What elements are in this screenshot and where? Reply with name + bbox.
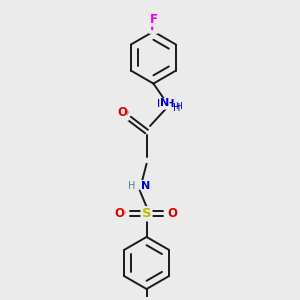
Text: H: H [128,181,136,190]
Text: O: O [116,207,126,220]
Text: O: O [118,107,128,120]
Text: N: N [141,181,150,190]
Text: F: F [149,13,158,26]
Text: O: O [166,207,176,220]
Text: O: O [114,207,124,220]
Text: S: S [142,207,152,220]
Text: O: O [168,207,178,220]
Text: N: N [160,98,169,108]
Text: O: O [117,106,127,119]
Text: H: H [175,102,182,111]
Text: H: H [172,103,180,113]
Text: F: F [149,20,158,33]
Text: NH: NH [157,99,175,109]
